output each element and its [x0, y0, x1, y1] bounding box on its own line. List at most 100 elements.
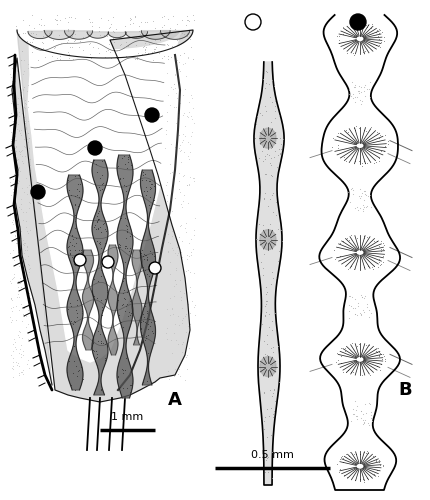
Point [190, 174, 197, 182]
Polygon shape [253, 62, 283, 485]
Point [173, 242, 180, 250]
Point [18, 334, 25, 342]
Point [139, 378, 146, 386]
Point [25, 128, 31, 136]
Point [182, 219, 189, 227]
Point [27, 38, 34, 46]
Point [25, 134, 32, 142]
Point [17, 242, 24, 250]
Point [12, 142, 19, 150]
Point [101, 276, 108, 283]
Point [90, 274, 97, 282]
Point [173, 94, 180, 102]
Point [175, 144, 182, 152]
Point [141, 266, 148, 274]
Point [17, 56, 24, 64]
Point [86, 50, 93, 58]
Point [71, 318, 78, 326]
Point [355, 340, 362, 348]
Point [18, 246, 25, 254]
Point [355, 88, 362, 96]
Point [353, 412, 359, 420]
Point [189, 174, 196, 182]
Point [103, 48, 110, 56]
Point [8, 295, 15, 303]
Point [17, 200, 24, 208]
Point [257, 133, 264, 141]
Point [367, 202, 374, 210]
Point [345, 292, 352, 300]
Point [75, 246, 82, 254]
Point [101, 54, 108, 62]
Point [16, 345, 23, 353]
Point [94, 303, 101, 311]
Point [14, 248, 21, 256]
Point [127, 230, 134, 238]
Point [182, 228, 189, 236]
Point [177, 296, 184, 304]
Point [348, 186, 355, 194]
Point [37, 20, 44, 28]
Point [187, 148, 194, 156]
Point [184, 54, 191, 62]
Point [172, 102, 178, 110]
Point [185, 240, 192, 248]
Point [183, 365, 190, 373]
Point [147, 306, 154, 314]
Point [117, 174, 123, 182]
Point [178, 29, 185, 37]
Point [332, 32, 339, 40]
Point [19, 70, 26, 78]
Point [359, 410, 366, 418]
Point [351, 476, 358, 484]
Point [101, 225, 108, 233]
Point [170, 80, 177, 88]
Point [260, 416, 267, 424]
Point [25, 260, 32, 268]
Point [359, 48, 366, 56]
Point [168, 83, 175, 91]
Point [95, 27, 102, 35]
Point [163, 40, 170, 48]
Point [269, 389, 276, 397]
Point [262, 126, 269, 134]
Point [179, 338, 186, 346]
Point [166, 239, 173, 247]
Point [39, 40, 46, 48]
Point [12, 142, 19, 150]
Point [18, 283, 25, 291]
Point [327, 142, 334, 150]
Point [362, 340, 369, 348]
Point [24, 37, 31, 45]
Point [9, 340, 16, 348]
Point [117, 40, 124, 48]
Text: B: B [397, 381, 411, 399]
Point [104, 16, 111, 24]
Point [175, 232, 182, 240]
Point [376, 246, 383, 254]
Point [343, 49, 350, 57]
Point [350, 450, 356, 458]
Point [10, 118, 17, 126]
Point [14, 238, 21, 246]
Point [162, 181, 169, 189]
Point [255, 204, 262, 212]
Point [24, 335, 31, 343]
Point [357, 290, 364, 298]
Point [269, 410, 276, 418]
Point [178, 254, 185, 262]
Point [97, 14, 104, 22]
Point [373, 262, 380, 270]
Point [144, 349, 151, 357]
Point [165, 375, 172, 383]
Point [151, 36, 158, 44]
Point [135, 27, 142, 35]
Point [20, 142, 27, 150]
Point [183, 255, 190, 263]
Point [181, 376, 187, 384]
Point [372, 362, 379, 370]
Point [142, 320, 149, 328]
Point [144, 307, 150, 315]
Point [142, 190, 149, 198]
Point [75, 202, 82, 210]
